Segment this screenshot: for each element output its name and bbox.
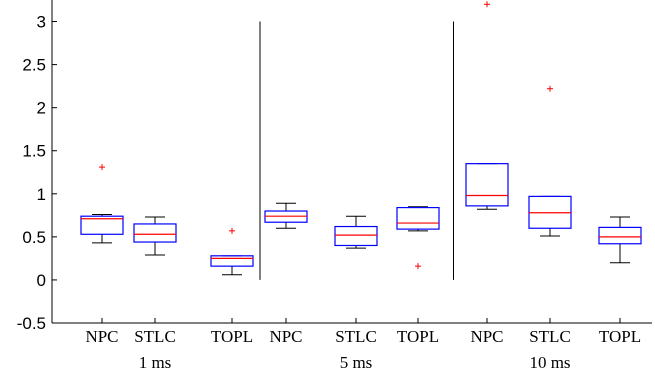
y-tick-label: 2.5 xyxy=(22,56,46,75)
iqr-box xyxy=(465,163,509,207)
x-tick-label: STLC xyxy=(335,327,377,346)
iqr-box xyxy=(133,223,177,243)
x-tick-label: STLC xyxy=(134,327,176,346)
x-tick-label: TOPL xyxy=(397,327,439,346)
y-axis: -0.5 0 0.5 1 1.5 2 2.5 3 xyxy=(17,0,57,333)
x-axis: NPC STLC TOPL 1 ms NPC STLC TOPL 5 ms NPC STLC TOP… xyxy=(52,318,652,372)
boxes xyxy=(80,1,642,276)
box-10ms-npc xyxy=(465,1,509,210)
y-tick-label: 1.5 xyxy=(22,142,46,161)
y-tick-label: -0.5 xyxy=(17,314,46,333)
box-5ms-npc xyxy=(264,202,308,229)
outlier-marker xyxy=(484,1,490,8)
y-tick-label: 0.5 xyxy=(22,228,46,247)
x-tick-label: TOPL xyxy=(599,327,641,346)
x-tick-label: NPC xyxy=(470,327,503,346)
group-separators xyxy=(259,21,454,280)
y-tick-label: 0 xyxy=(37,271,46,290)
group-label: 5 ms xyxy=(340,353,373,372)
box-1ms-topl xyxy=(210,227,254,276)
x-tick-label: STLC xyxy=(529,327,571,346)
x-tick-label: NPC xyxy=(85,327,118,346)
iqr-box xyxy=(598,226,642,245)
outlier-marker xyxy=(415,263,421,270)
iqr-box xyxy=(396,206,440,230)
box-10ms-stlc xyxy=(528,85,572,237)
box-5ms-topl xyxy=(396,206,440,270)
iqr-box xyxy=(80,215,124,235)
x-tick-label: TOPL xyxy=(211,327,253,346)
iqr-box xyxy=(334,225,378,247)
group-label: 1 ms xyxy=(139,353,172,372)
group-label: 10 ms xyxy=(529,353,570,372)
y-tick-label: 3 xyxy=(37,13,46,32)
outlier-marker xyxy=(547,85,553,92)
outlier-marker xyxy=(229,227,235,234)
x-tick-label: NPC xyxy=(269,327,302,346)
box-1ms-stlc xyxy=(133,216,177,256)
y-tick-label: 2 xyxy=(37,99,46,118)
box-5ms-stlc xyxy=(334,215,378,249)
y-tick-label: 1 xyxy=(37,185,46,204)
outlier-marker xyxy=(99,164,105,171)
iqr-box xyxy=(210,255,254,267)
box-10ms-topl xyxy=(598,216,642,264)
box-1ms-npc xyxy=(80,164,124,244)
